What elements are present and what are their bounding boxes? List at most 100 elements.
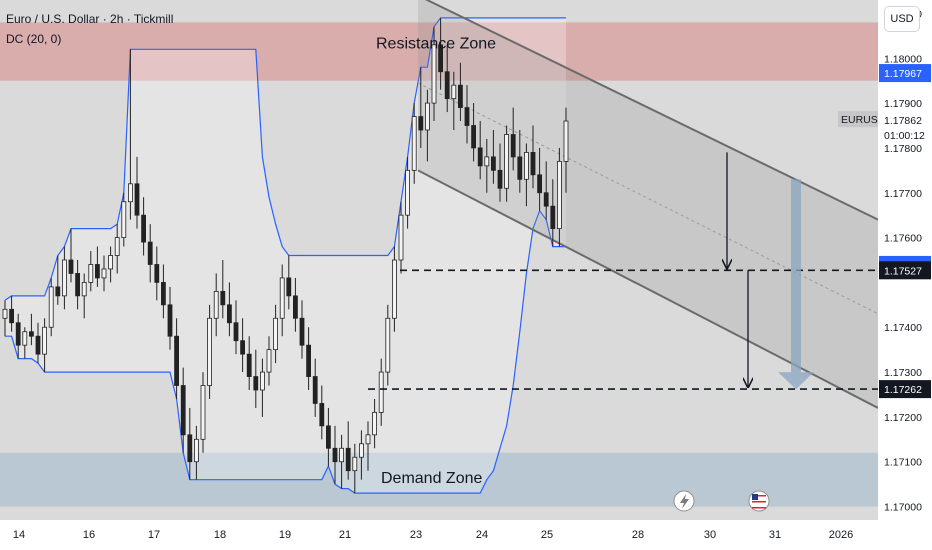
candle xyxy=(35,322,41,364)
candle-body xyxy=(543,192,549,207)
candle-body xyxy=(81,282,87,297)
candle-body xyxy=(418,116,424,131)
time-axis xyxy=(0,520,878,550)
candle-body xyxy=(517,156,523,180)
candle xyxy=(504,125,510,202)
x-tick-label: 23 xyxy=(410,529,422,541)
candle xyxy=(95,246,100,287)
candle xyxy=(332,425,338,485)
candle-body xyxy=(424,102,430,131)
us-flag-stripe xyxy=(752,504,766,506)
candle-body xyxy=(55,286,61,297)
candle-body xyxy=(68,259,74,274)
candle-body xyxy=(398,214,404,261)
channel-fill xyxy=(418,0,878,408)
candle xyxy=(451,71,457,130)
current-price-label: 1.17862 xyxy=(884,115,922,127)
candle-body xyxy=(405,169,411,216)
candle xyxy=(62,246,67,310)
candle xyxy=(15,313,21,359)
candle xyxy=(424,89,430,162)
candle xyxy=(444,44,450,113)
candle-body xyxy=(550,205,556,230)
candle-body xyxy=(154,264,160,283)
candle-body xyxy=(471,125,477,149)
candle xyxy=(497,143,503,202)
candle xyxy=(477,121,483,180)
candle xyxy=(141,197,147,256)
x-tick-label: 31 xyxy=(769,529,781,541)
candle xyxy=(372,398,378,449)
x-tick-label: 28 xyxy=(632,529,644,541)
candle-body xyxy=(510,134,516,158)
candle xyxy=(418,67,424,148)
candle xyxy=(411,103,417,184)
x-tick-label: 2026 xyxy=(829,529,853,541)
candle-body xyxy=(279,277,285,319)
candle-body xyxy=(358,443,364,458)
candle xyxy=(226,282,232,337)
us-flag-stripe xyxy=(752,495,766,497)
candle-body xyxy=(411,116,417,171)
candle-body xyxy=(253,376,259,391)
candle-body xyxy=(2,308,8,319)
candle-body xyxy=(62,259,67,297)
candle xyxy=(273,304,279,364)
candle-body xyxy=(484,156,490,167)
candle xyxy=(154,246,160,301)
candle xyxy=(405,156,411,229)
candle xyxy=(22,327,28,359)
price-badge xyxy=(879,261,931,280)
candle-body xyxy=(464,107,470,126)
projection-arrow xyxy=(778,179,814,390)
us-flag-stripe xyxy=(752,501,766,503)
candle xyxy=(200,372,206,453)
candle xyxy=(490,130,496,184)
candle-body xyxy=(174,335,180,386)
candle-body xyxy=(451,84,457,100)
candle xyxy=(121,192,127,247)
indicator-legend[interactable]: DC (20, 0) xyxy=(6,32,62,46)
candle xyxy=(471,103,477,162)
x-tick-label: 14 xyxy=(13,529,25,541)
us-flag-canton xyxy=(752,494,758,500)
candle xyxy=(174,318,180,399)
candle xyxy=(319,385,325,440)
candle-body xyxy=(193,438,199,463)
candle xyxy=(9,295,15,332)
candle xyxy=(530,125,536,189)
candle-body xyxy=(22,331,28,346)
candle xyxy=(160,264,166,319)
candle xyxy=(259,358,265,417)
candle xyxy=(167,286,173,350)
candle-body xyxy=(180,385,186,436)
us-flag-stripe xyxy=(752,507,766,509)
currency-button[interactable]: USD xyxy=(884,6,920,32)
y-tick-label: 1.17300 xyxy=(884,367,922,379)
x-tick-label: 17 xyxy=(148,529,160,541)
candle xyxy=(510,107,516,171)
candle-body xyxy=(207,317,213,386)
candle-body xyxy=(220,290,226,306)
price-badge xyxy=(879,380,931,399)
candle xyxy=(279,264,285,337)
candle-body xyxy=(28,331,34,337)
candle xyxy=(365,421,371,471)
candle-body xyxy=(378,371,384,413)
demand-zone xyxy=(0,452,878,507)
demand-zone-label: Demand Zone xyxy=(381,470,482,487)
candle-body xyxy=(226,304,232,324)
candle xyxy=(75,260,80,310)
y-tick-label: 1.17100 xyxy=(884,457,922,469)
candle-body xyxy=(563,120,569,162)
y-tick-label: 1.17900 xyxy=(884,98,922,110)
candle-body xyxy=(187,434,193,463)
candle xyxy=(299,300,305,359)
y-tick-label: 1.17200 xyxy=(884,412,922,424)
us-flag-stripe xyxy=(752,498,766,500)
candle xyxy=(464,85,470,144)
candle-body xyxy=(134,183,140,216)
y-tick-label: 1.17000 xyxy=(884,502,922,514)
